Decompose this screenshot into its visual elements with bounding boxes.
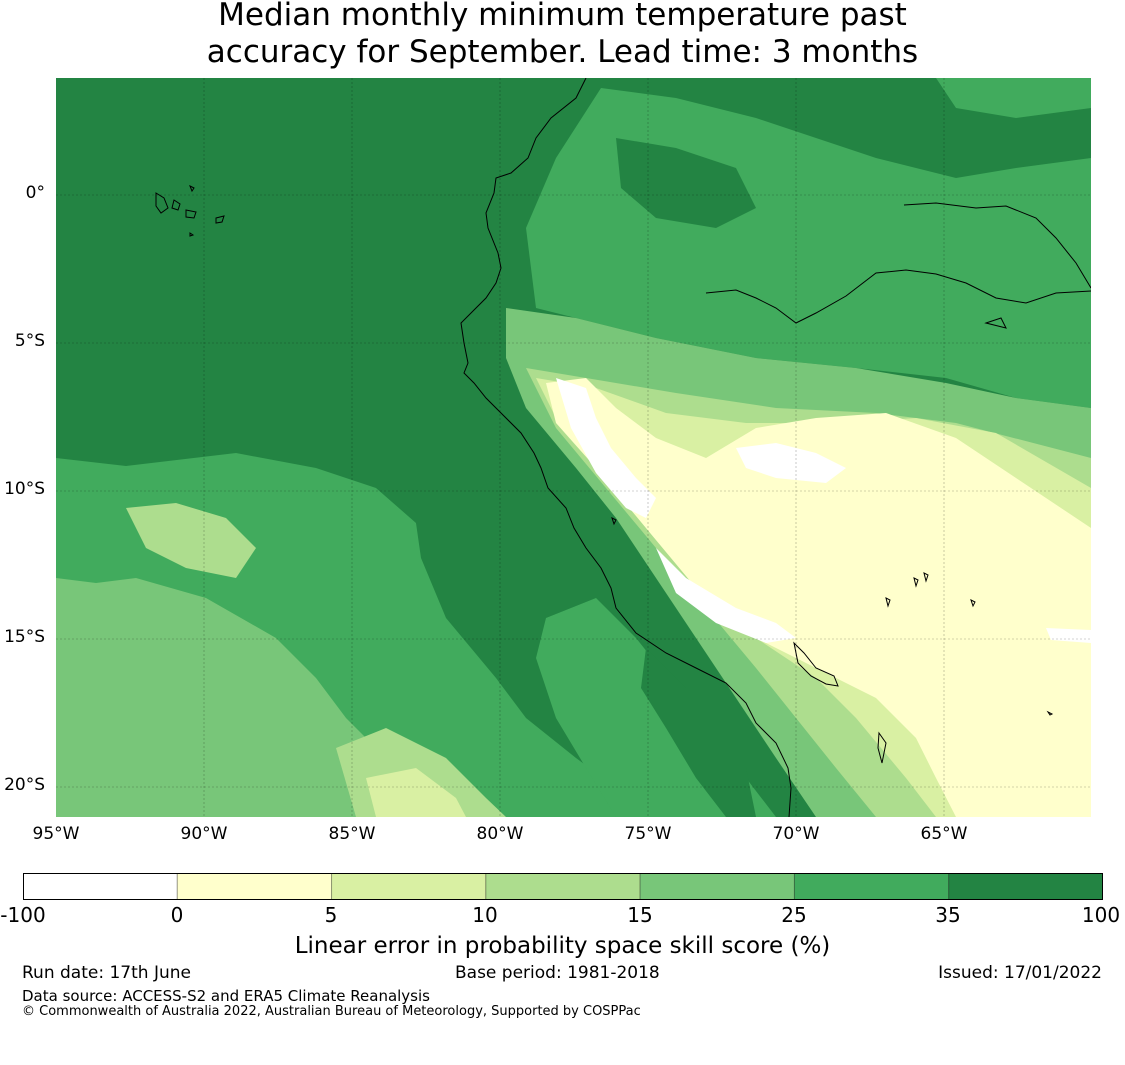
issued-date: Issued: 17/01/2022 xyxy=(938,963,1102,983)
region-andes-cream xyxy=(546,378,1091,817)
colorbar-tick-label: 5 xyxy=(324,903,338,927)
data-source: Data source: ACCESS-S2 and ERA5 Climate … xyxy=(22,987,430,1005)
colorbar-tick-label: 100 xyxy=(1081,903,1121,927)
region-land-mid-north xyxy=(936,78,1091,118)
colorbar-tick-label: 0 xyxy=(170,903,184,927)
galapagos-islands xyxy=(155,184,225,237)
graticule xyxy=(56,78,1091,817)
region-coast-negative-2 xyxy=(656,548,796,643)
colorbar-bin xyxy=(793,873,950,900)
lon-label-80w: 80°W xyxy=(476,824,524,844)
lake-titicaca xyxy=(793,641,839,687)
small-lakes xyxy=(611,517,1054,764)
colorbar-bin xyxy=(639,873,795,900)
lat-label-20s: 20°S xyxy=(4,775,45,795)
region-coast-negative xyxy=(556,378,656,518)
colorbar-tick-label: 10 xyxy=(472,903,498,927)
lon-label-90w: 90°W xyxy=(180,824,228,844)
lon-label-85w: 85°W xyxy=(328,824,376,844)
base-period: Base period: 1981-2018 xyxy=(455,963,660,983)
lat-label-0: 0° xyxy=(25,183,45,203)
colorbar-tick-label: 35 xyxy=(935,903,961,927)
skill-score-map xyxy=(56,78,1091,817)
colorbar xyxy=(23,873,1103,900)
colorbar-tick-label: -100 xyxy=(0,903,46,927)
run-date: Run date: 17th June xyxy=(22,963,191,983)
colorbar-bin xyxy=(948,873,1103,900)
colorbar-bin xyxy=(23,873,178,900)
region-south-ocean-lighter xyxy=(126,503,256,578)
region-inland-negative xyxy=(736,443,846,483)
copyright: © Commonwealth of Australia 2022, Austra… xyxy=(22,1004,641,1019)
lat-label-10s: 10°S xyxy=(4,479,45,499)
region-land-dark-patch xyxy=(616,138,756,228)
lon-label-75w: 75°W xyxy=(624,824,672,844)
region-south-ocean-light xyxy=(56,578,426,817)
rivers xyxy=(705,202,1091,329)
region-east-negative xyxy=(1046,628,1091,643)
colorbar-label: Linear error in probability space skill … xyxy=(294,933,831,959)
colorbar-bin xyxy=(485,873,641,900)
lat-label-15s: 15°S xyxy=(4,627,45,647)
map-title-line-2: accuracy for September. Lead time: 3 mon… xyxy=(206,34,919,70)
lat-label-5s: 5°S xyxy=(14,331,45,351)
lon-label-95w: 95°W xyxy=(32,824,80,844)
region-coastal-darkest xyxy=(641,648,756,817)
colorbar-tick-label: 25 xyxy=(781,903,807,927)
lon-label-65w: 65°W xyxy=(920,824,968,844)
colorbar-bin xyxy=(331,873,487,900)
lon-label-70w: 70°W xyxy=(772,824,820,844)
colorbar-tick-label: 15 xyxy=(627,903,653,927)
map-title-line-1: Median monthly minimum temperature past xyxy=(218,0,907,33)
region-south-corner-pale xyxy=(366,768,466,817)
colorbar-bin xyxy=(176,873,333,900)
coastline xyxy=(460,78,792,817)
